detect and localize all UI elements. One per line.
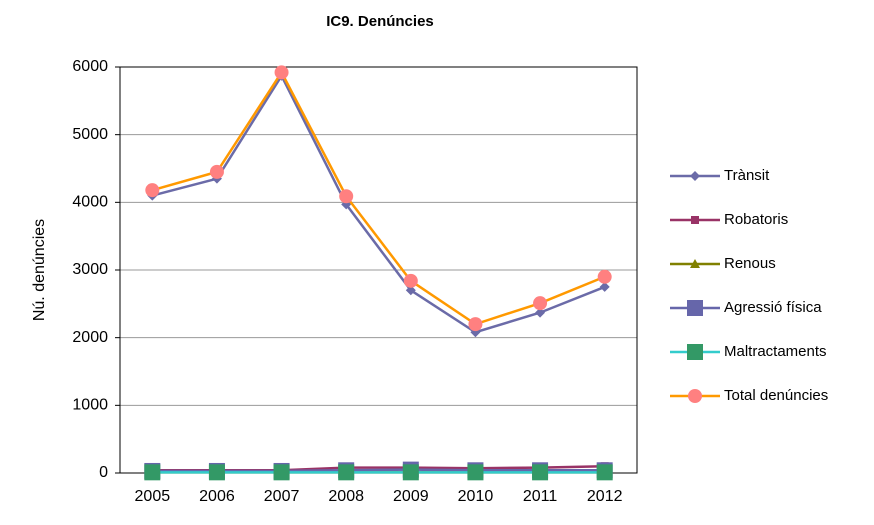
legend-label: Renous (724, 255, 776, 272)
legend-label: Total denúncies (724, 387, 828, 404)
marker (339, 189, 354, 204)
marker (535, 307, 546, 318)
x-tick-label: 2005 (135, 488, 171, 505)
marker (533, 296, 548, 311)
y-tick-label: 1000 (72, 397, 108, 414)
y-axis-label: Nú. denúncies (31, 219, 48, 321)
marker (208, 464, 225, 481)
marker (596, 464, 613, 481)
y-tick-label: 5000 (72, 126, 108, 143)
marker (273, 464, 290, 481)
legend-label: Agressió física (724, 299, 822, 316)
marker (687, 344, 703, 360)
y-tick-label: 2000 (72, 329, 108, 346)
marker (144, 464, 161, 481)
series-line (152, 468, 605, 473)
marker (599, 281, 610, 292)
marker (338, 464, 355, 481)
x-tick-label: 2007 (264, 488, 300, 505)
marker (209, 164, 224, 179)
x-tick-label: 2010 (458, 488, 494, 505)
marker (468, 317, 483, 332)
x-tick-label: 2009 (393, 488, 429, 505)
y-tick-label: 3000 (72, 261, 108, 278)
legend-label: Maltractaments (724, 343, 827, 360)
legend-label: Robatoris (724, 211, 788, 228)
marker (145, 183, 160, 198)
marker (274, 65, 289, 80)
marker (532, 464, 549, 481)
marker (402, 464, 419, 481)
marker (690, 171, 700, 181)
marker (688, 389, 702, 403)
marker (467, 464, 484, 481)
marker (403, 273, 418, 288)
y-tick-label: 4000 (72, 194, 108, 211)
legend-label: Trànsit (724, 167, 770, 184)
y-tick-label: 0 (99, 464, 108, 481)
y-tick-label: 6000 (72, 58, 108, 75)
series-line (151, 73, 606, 334)
marker (690, 259, 700, 268)
marker (691, 216, 699, 224)
x-tick-label: 2008 (328, 488, 364, 505)
x-tick-label: 2011 (523, 488, 558, 505)
marker (597, 269, 612, 284)
chart-title: IC9. Denúncies (326, 13, 434, 30)
series-line (151, 69, 606, 326)
marker (405, 285, 416, 296)
x-tick-label: 2012 (587, 488, 623, 505)
x-tick-label: 2006 (199, 488, 235, 505)
marker (687, 300, 703, 316)
